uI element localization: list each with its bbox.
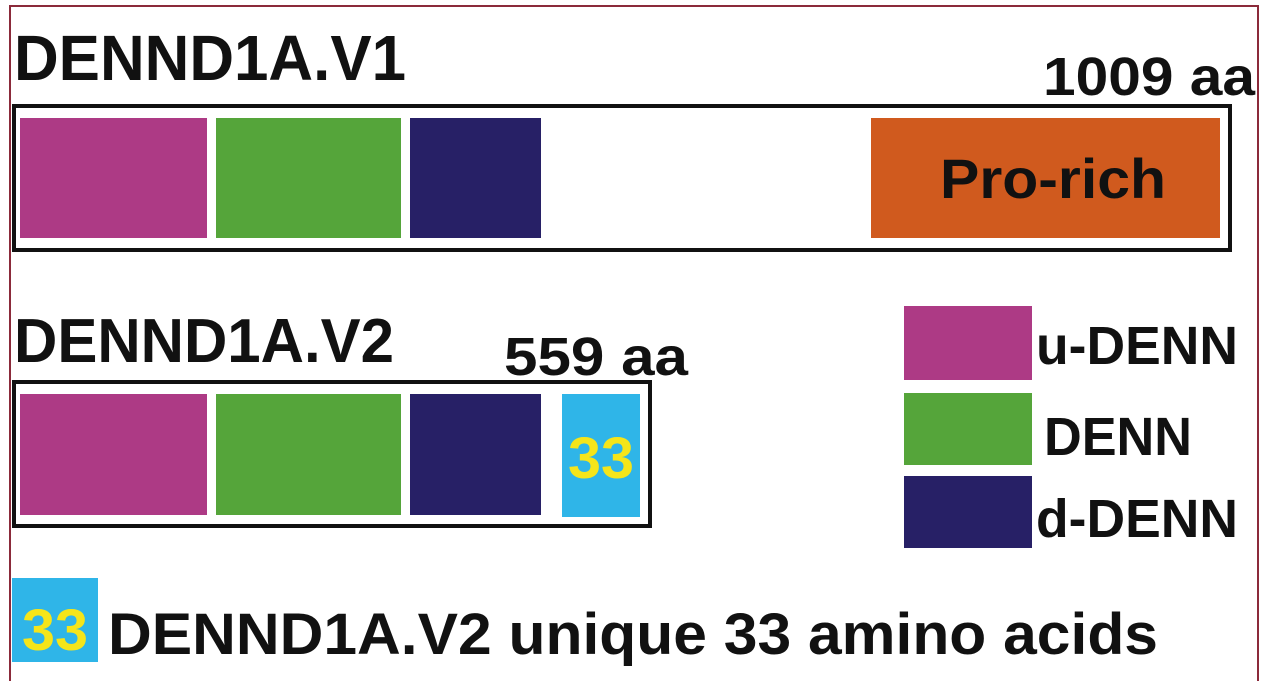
- v2-title: DENND1A.V2: [14, 307, 394, 376]
- denn-domain: [216, 118, 401, 238]
- v2-length: 559 aa: [504, 327, 689, 387]
- frame: [9, 5, 1259, 681]
- legend-label: d-DENN: [1036, 489, 1238, 549]
- u-denn-domain: [20, 394, 207, 515]
- u-denn-domain: [20, 118, 207, 238]
- d-denn-domain: [410, 394, 541, 515]
- unique-label: 33: [568, 426, 634, 491]
- pro-rich-domain: [871, 118, 1220, 238]
- footnote-badge: [12, 578, 98, 662]
- v1-length: 1009 aa: [1043, 47, 1256, 107]
- legend-swatch: [904, 393, 1032, 465]
- denn-domain: [216, 394, 401, 515]
- footnote-badge-label: 33: [22, 598, 88, 663]
- pro-rich-label: Pro-rich: [940, 147, 1166, 210]
- d-denn-domain: [410, 118, 541, 238]
- legend-swatch: [904, 306, 1032, 380]
- unique-domain: [562, 394, 640, 517]
- legend-label: u-DENN: [1036, 316, 1238, 376]
- legend-label: DENN: [1044, 407, 1192, 467]
- legend-swatch: [904, 476, 1032, 548]
- v1-title: DENND1A.V1: [14, 22, 406, 94]
- footnote-text: DENND1A.V2 unique 33 amino acids: [108, 602, 1158, 667]
